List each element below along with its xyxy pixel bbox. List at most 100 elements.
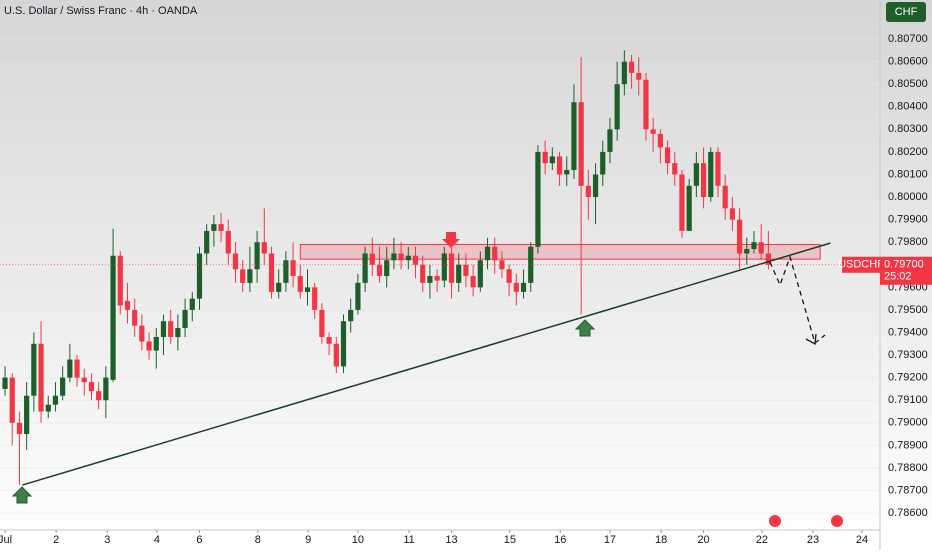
candle-body xyxy=(24,395,30,435)
y-tick-label: 0.78900 xyxy=(888,439,928,451)
candle-body xyxy=(254,242,260,270)
candle-body xyxy=(96,391,102,401)
candle-body xyxy=(427,276,433,283)
candle-body xyxy=(268,253,275,292)
candle-body xyxy=(45,404,51,412)
candle-body xyxy=(585,185,591,198)
candle-body xyxy=(571,102,577,170)
candle-body xyxy=(326,337,332,344)
candle-body xyxy=(117,255,123,306)
candle-body xyxy=(758,242,764,254)
price-label: 0.79700 xyxy=(884,259,924,271)
trendline xyxy=(22,242,831,486)
candle-body xyxy=(225,230,231,254)
candle-body xyxy=(708,151,714,198)
resistance-zone xyxy=(299,243,821,260)
x-tick-label: 13 xyxy=(445,534,457,546)
candle-body xyxy=(607,129,613,152)
candle-body xyxy=(600,151,606,175)
y-tick-label: 0.80100 xyxy=(888,168,928,180)
y-tick-label: 0.80300 xyxy=(888,123,928,135)
up-arrow xyxy=(574,319,596,337)
candle-body xyxy=(412,255,419,265)
candle-body xyxy=(362,253,368,283)
candle-body xyxy=(204,230,210,254)
candle-body xyxy=(621,61,627,85)
candle-body xyxy=(348,309,354,322)
candle-body xyxy=(261,242,267,254)
candle-body xyxy=(283,260,289,283)
candle-body xyxy=(542,151,548,164)
candle-body xyxy=(592,174,599,198)
x-tick-label: 22 xyxy=(756,534,768,546)
x-tick-label: 3 xyxy=(104,534,110,546)
candle-body xyxy=(513,282,519,292)
candle-body xyxy=(247,269,253,283)
candle-body xyxy=(9,377,15,423)
y-tick-label: 0.78800 xyxy=(888,462,928,474)
candle-body xyxy=(81,377,87,383)
y-tick-label: 0.78600 xyxy=(888,507,928,519)
x-tick-label: 18 xyxy=(655,534,667,546)
y-tick-label: 0.79100 xyxy=(888,394,928,406)
candle-body xyxy=(297,276,303,292)
candle-body xyxy=(16,422,23,435)
candle-body xyxy=(139,325,145,342)
y-tick-label: 0.79000 xyxy=(888,417,928,429)
candle-body xyxy=(643,79,649,130)
candle-body xyxy=(160,321,167,338)
candle-body xyxy=(492,246,498,261)
x-tick-label: 8 xyxy=(255,534,261,546)
y-tick-label: 0.80400 xyxy=(888,101,928,113)
x-tick-label: 11 xyxy=(403,534,414,546)
candle-body xyxy=(535,151,541,247)
currency-label[interactable]: CHF xyxy=(895,6,918,18)
candle-body xyxy=(384,260,390,277)
candle-body xyxy=(700,163,707,198)
candle-body xyxy=(614,84,620,130)
candle-body xyxy=(405,255,411,261)
candle-body xyxy=(528,246,534,283)
candle-body xyxy=(434,276,440,281)
candle-body xyxy=(729,208,735,220)
candle-body xyxy=(556,156,563,175)
candle-body xyxy=(60,377,66,396)
candle-body xyxy=(448,253,455,283)
candle-body xyxy=(153,337,159,351)
y-tick-label: 0.79200 xyxy=(888,372,928,384)
candle-body xyxy=(304,287,311,292)
candle-body xyxy=(218,224,224,231)
candle-body xyxy=(664,147,671,164)
candle-body xyxy=(420,264,426,283)
candle-body xyxy=(398,253,404,261)
candle-body xyxy=(693,163,699,186)
y-tick-label: 0.80200 xyxy=(888,146,928,158)
event-icon[interactable] xyxy=(769,515,781,527)
candle-body xyxy=(240,269,246,283)
x-tick-label: 2 xyxy=(53,534,59,546)
price-tag xyxy=(880,256,932,285)
candle-body xyxy=(146,341,152,351)
y-tick-label: 0.80700 xyxy=(888,33,928,45)
currency-button[interactable] xyxy=(886,2,926,22)
candle-body xyxy=(657,133,663,148)
x-tick-label: Jul xyxy=(0,534,12,546)
y-tick-label: 0.80600 xyxy=(888,56,928,68)
candle-body xyxy=(175,327,181,338)
candle-body xyxy=(520,282,527,292)
up-arrow xyxy=(11,486,33,504)
x-tick-label: 4 xyxy=(154,534,160,546)
candle-body xyxy=(182,309,188,328)
y-tick-label: 0.80000 xyxy=(888,191,928,203)
x-tick-label: 17 xyxy=(604,534,616,546)
event-icon[interactable] xyxy=(831,515,843,527)
candle-body xyxy=(722,185,728,209)
candle-body xyxy=(715,151,721,186)
chart-title: U.S. Dollar / Swiss Franc · 4h · OANDA xyxy=(4,5,198,17)
candle-body xyxy=(369,253,375,265)
candle-body xyxy=(290,260,296,277)
candle-body xyxy=(470,276,476,288)
candle-body xyxy=(31,343,37,396)
x-tick-label: 15 xyxy=(504,534,516,546)
